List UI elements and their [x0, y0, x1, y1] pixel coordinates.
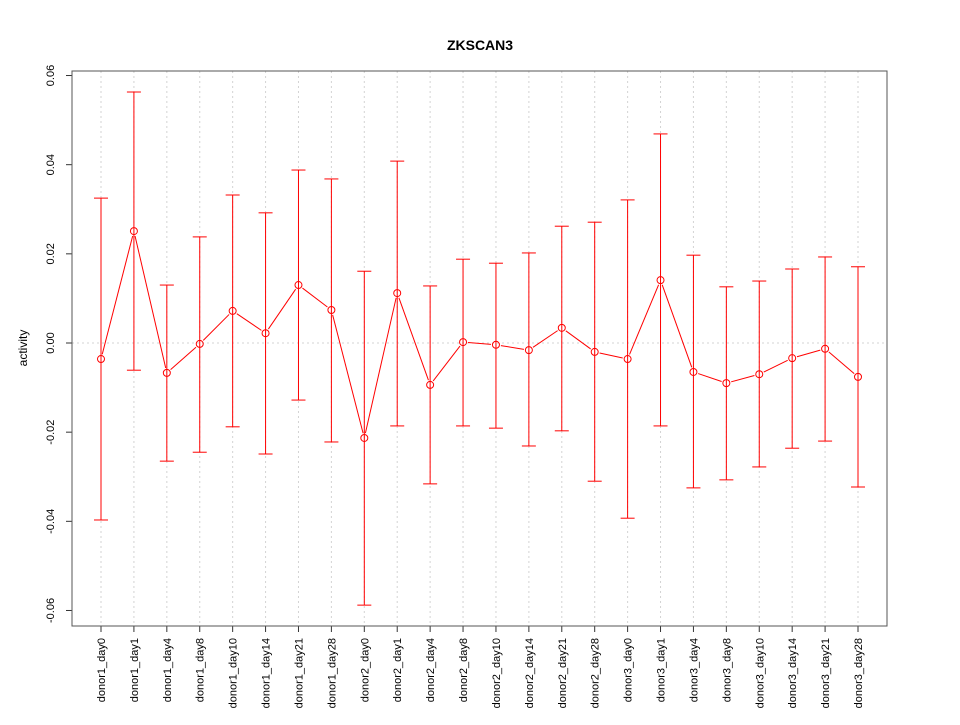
x-tick-label: donor2_day21	[557, 638, 569, 708]
chart-title: ZKSCAN3	[447, 37, 513, 53]
series-line-segment	[796, 349, 821, 358]
x-tick-label: donor1_day10	[228, 638, 240, 708]
series-line-segment	[698, 373, 722, 382]
x-tick-label: donor1_day0	[96, 638, 108, 702]
series-line-segment	[364, 297, 397, 434]
data-point	[294, 281, 303, 290]
series-line-segment	[302, 287, 328, 308]
x-tick-label: donor1_day4	[162, 638, 174, 702]
x-tick-label: donor2_day0	[359, 638, 371, 702]
x-tick-label: donor3_day14	[787, 638, 799, 708]
data-point	[557, 323, 566, 332]
series-line-segment	[763, 359, 788, 373]
x-tick-label: donor3_day10	[754, 638, 766, 708]
data-point	[129, 227, 138, 236]
series-line-segment	[828, 351, 855, 375]
x-tick-label: donor3_day1	[656, 638, 668, 702]
x-tick-label: donor2_day10	[491, 638, 503, 708]
series-line-segment	[202, 314, 230, 341]
x-tick-label: donor1_day1	[129, 638, 141, 702]
x-tick-label: donor1_day14	[261, 638, 273, 708]
data-point	[426, 380, 435, 389]
x-tick-label: donor3_day28	[853, 638, 865, 708]
y-tick-label: -0.04	[45, 509, 57, 534]
y-tick-label: 0.06	[45, 65, 57, 86]
data-point	[656, 276, 665, 285]
x-tick-label: donor2_day1	[392, 638, 404, 702]
series-line-segment	[500, 345, 525, 350]
data-point	[195, 339, 204, 348]
data-point	[261, 329, 270, 338]
y-tick-label: -0.02	[45, 420, 57, 445]
series-line-segment	[532, 330, 558, 348]
x-tick-label: donor2_day4	[425, 638, 437, 702]
x-tick-label: donor3_day8	[721, 638, 733, 702]
x-tick-label: donor1_day28	[326, 638, 338, 708]
series-line-segment	[398, 297, 429, 381]
plot-frame	[71, 70, 888, 627]
series-line-segment	[467, 342, 492, 345]
series-line-segment	[332, 314, 364, 434]
data-point	[393, 289, 402, 298]
x-tick-label: donor2_day8	[458, 638, 470, 702]
data-point	[722, 379, 731, 388]
x-tick-label: donor2_day14	[524, 638, 536, 708]
series-line-segment	[629, 284, 660, 355]
data-point	[854, 372, 862, 381]
series-line-segment	[599, 352, 623, 359]
series-line-segment	[170, 346, 197, 370]
x-tick-label: donor3_day21	[820, 638, 832, 708]
data-point	[590, 347, 599, 356]
series-line-segment	[731, 375, 755, 383]
data-point	[360, 433, 369, 442]
data-point	[327, 306, 336, 315]
data-point	[162, 368, 171, 377]
x-tick-label: donor2_day28	[590, 638, 602, 708]
data-point	[491, 340, 500, 349]
data-point	[228, 306, 237, 315]
data-point	[459, 338, 468, 347]
series-line-segment	[661, 284, 693, 368]
series-line-segment	[267, 288, 297, 330]
data-point	[524, 346, 533, 355]
x-tick-label: donor3_day4	[688, 638, 700, 702]
y-tick-label: -0.06	[45, 598, 57, 623]
series-line-segment	[101, 235, 134, 355]
x-tick-label: donor1_day21	[293, 638, 305, 708]
data-point	[821, 344, 830, 353]
y-tick-label: 0.04	[45, 154, 57, 175]
data-point	[623, 355, 632, 364]
data-point	[689, 367, 698, 376]
series-line-segment	[134, 235, 167, 369]
y-tick-label: 0.00	[45, 332, 57, 353]
x-tick-label: donor3_day0	[623, 638, 635, 702]
series-line-segment	[236, 313, 262, 331]
data-point	[755, 370, 764, 379]
series-line-segment	[565, 330, 591, 350]
data-point	[788, 354, 797, 363]
y-axis-label: activity	[16, 330, 30, 367]
y-tick-label: 0.02	[45, 243, 57, 264]
x-tick-label: donor1_day8	[195, 638, 207, 702]
series-line-segment	[432, 345, 461, 382]
data-point	[97, 355, 105, 364]
